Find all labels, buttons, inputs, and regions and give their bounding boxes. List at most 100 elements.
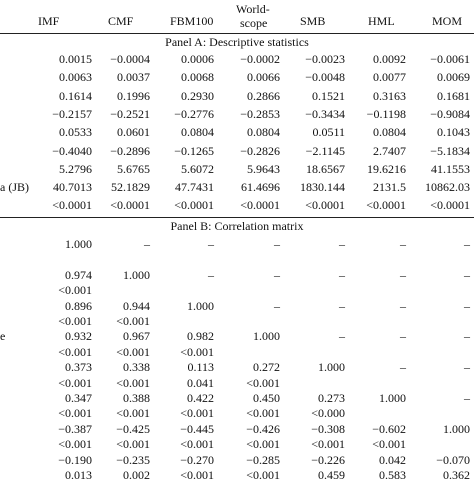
panel-b-cell: – [400, 360, 406, 375]
column-header-smb: SMB [300, 14, 326, 28]
panel-b-cell: 0.273 [318, 391, 345, 405]
panel-a-cell: −0.1265 [174, 143, 214, 158]
panel-b-cell: – [274, 267, 280, 282]
panel-b-cell: 0.272 [253, 360, 280, 375]
panel-a-cell: 0.0092 [373, 52, 406, 66]
panel-b-cell: 1.000 [318, 360, 345, 375]
panel-b-cell: <0.001 [372, 437, 406, 452]
column-header-worldscope: World- [236, 2, 270, 16]
panel-b-cell: <0.001 [180, 344, 214, 359]
panel-a-cell: −5.1834 [430, 143, 470, 158]
column-header-cmf: CMF [108, 14, 134, 28]
panel-b-cell: 0.041 [187, 375, 214, 390]
panel-b-cell: 1.000 [65, 237, 92, 251]
panel-a-rule [0, 217, 474, 218]
panel-a-cell: <0.0001 [240, 198, 280, 213]
panel-b-cell: 1.000 [253, 329, 280, 344]
panel-a-cell: 0.0804 [247, 125, 280, 140]
panel-b-cell: – [464, 237, 470, 251]
panel-b-cell: – [339, 237, 345, 251]
panel-b-cell: 0.347 [65, 391, 92, 405]
panel-b-cell: – [464, 360, 470, 375]
panel-b-cell: 0.932 [65, 329, 92, 344]
panel-a-cell: 5.2796 [59, 161, 92, 176]
panel-a-cell: 0.3163 [373, 88, 406, 103]
panel-a-cell: 5.6765 [117, 161, 150, 176]
panel-a-cell: 0.0066 [247, 70, 280, 85]
panel-b-cell: – [400, 237, 406, 251]
panel-b-cell: <0.001 [180, 406, 214, 421]
panel-b-cell: −0.426 [246, 421, 280, 436]
panel-b-cell: <0.001 [116, 375, 150, 390]
panel-b-cell: – [208, 267, 214, 282]
panel-b-cell: −0.270 [180, 452, 214, 467]
panel-a-cell: 0.0601 [117, 125, 150, 140]
panel-b-cell: 0.362 [443, 468, 470, 482]
panel-a-cell: 41.1553 [431, 161, 470, 176]
panel-a-cell: <0.0001 [110, 198, 150, 213]
panel-b-cell: – [339, 267, 345, 282]
panel-b-cell: – [464, 329, 470, 344]
panel-a-cell: 0.2866 [247, 88, 280, 103]
panel-b-cell: <0.001 [58, 437, 92, 452]
panel-b-cell: – [144, 237, 150, 251]
panel-a-cell: <0.0001 [430, 198, 470, 213]
panel-b-cell: 0.967 [123, 329, 150, 344]
panel-b-cell: 1.000 [379, 391, 406, 405]
panel-b-cell: – [464, 267, 470, 282]
panel-b-cell: <0.001 [246, 375, 280, 390]
panel-b-cell: −0.285 [246, 452, 280, 467]
panel-a-cell: −0.2853 [240, 106, 280, 121]
panel-a-cell: 0.0069 [437, 70, 470, 85]
panel-b-cell: 1.000 [187, 298, 214, 313]
panel-a-cell: 61.4696 [241, 180, 280, 195]
panel-a-cell: 5.9643 [247, 161, 280, 176]
panel-a-cell: −0.2776 [174, 106, 214, 121]
panel-a-cell: 0.1614 [59, 88, 92, 103]
panel-b-cell: 0.338 [123, 360, 150, 375]
panel-a-cell: 2.7407 [373, 143, 406, 158]
panel-a-row-label: a (JB) [0, 180, 29, 195]
panel-b-cell: 1.000 [443, 421, 470, 436]
panel-a-cell: −0.0023 [305, 52, 345, 66]
panel-a-cell: 0.0804 [181, 125, 214, 140]
panel-a-cell: 0.0063 [59, 70, 92, 85]
panel-b-cell: 1.000 [123, 267, 150, 282]
panel-a-cell: −2.1145 [305, 143, 345, 158]
panel-a-cell: 47.7431 [175, 180, 214, 195]
panel-b-cell: 0.373 [65, 360, 92, 375]
panel-a-cell: 19.6216 [367, 161, 406, 176]
panel-a-cell: 52.1829 [111, 180, 150, 195]
panel-a-cell: 0.2930 [181, 88, 214, 103]
panel-a-cell: 0.0015 [59, 52, 92, 66]
panel-a-cell: 18.6567 [306, 161, 345, 176]
panel-b-cell: <0.001 [311, 437, 345, 452]
panel-b-cell: <0.001 [116, 437, 150, 452]
panel-a-cell: 0.1996 [117, 88, 150, 103]
panel-b-title: Panel B: Correlation matrix [170, 219, 304, 233]
panel-a-cell: 0.0077 [373, 70, 406, 85]
panel-b-cell: <0.001 [58, 283, 92, 298]
panel-b-cell: −0.235 [116, 452, 150, 467]
panel-b-cell: <0.001 [58, 406, 92, 421]
panel-a-cell: <0.0001 [52, 198, 92, 213]
panel-a-cell: 5.6072 [181, 161, 214, 176]
panel-b-cell: <0.001 [246, 437, 280, 452]
panel-b-cell: – [274, 237, 280, 251]
header-rule [0, 33, 474, 34]
panel-a-cell: <0.0001 [305, 198, 345, 213]
panel-a-cell: <0.0001 [366, 198, 406, 213]
panel-b-cell: −0.602 [372, 421, 406, 436]
panel-a-cell: <0.0001 [174, 198, 214, 213]
panel-b-cell: −0.190 [58, 452, 92, 467]
panel-b-cell: 0.388 [123, 391, 150, 405]
column-header-hml: HML [368, 14, 395, 28]
panel-a-cell: −0.2826 [240, 143, 280, 158]
column-header-imf: IMF [38, 14, 60, 28]
panel-b-cell: 0.896 [65, 298, 92, 313]
panel-a-cell: −0.1198 [366, 106, 406, 121]
panel-b-cell: −0.387 [58, 421, 92, 436]
panel-a-cell: −0.3434 [305, 106, 345, 121]
panel-b-cell: −0.070 [436, 452, 470, 467]
panel-b-cell: −0.226 [311, 452, 345, 467]
